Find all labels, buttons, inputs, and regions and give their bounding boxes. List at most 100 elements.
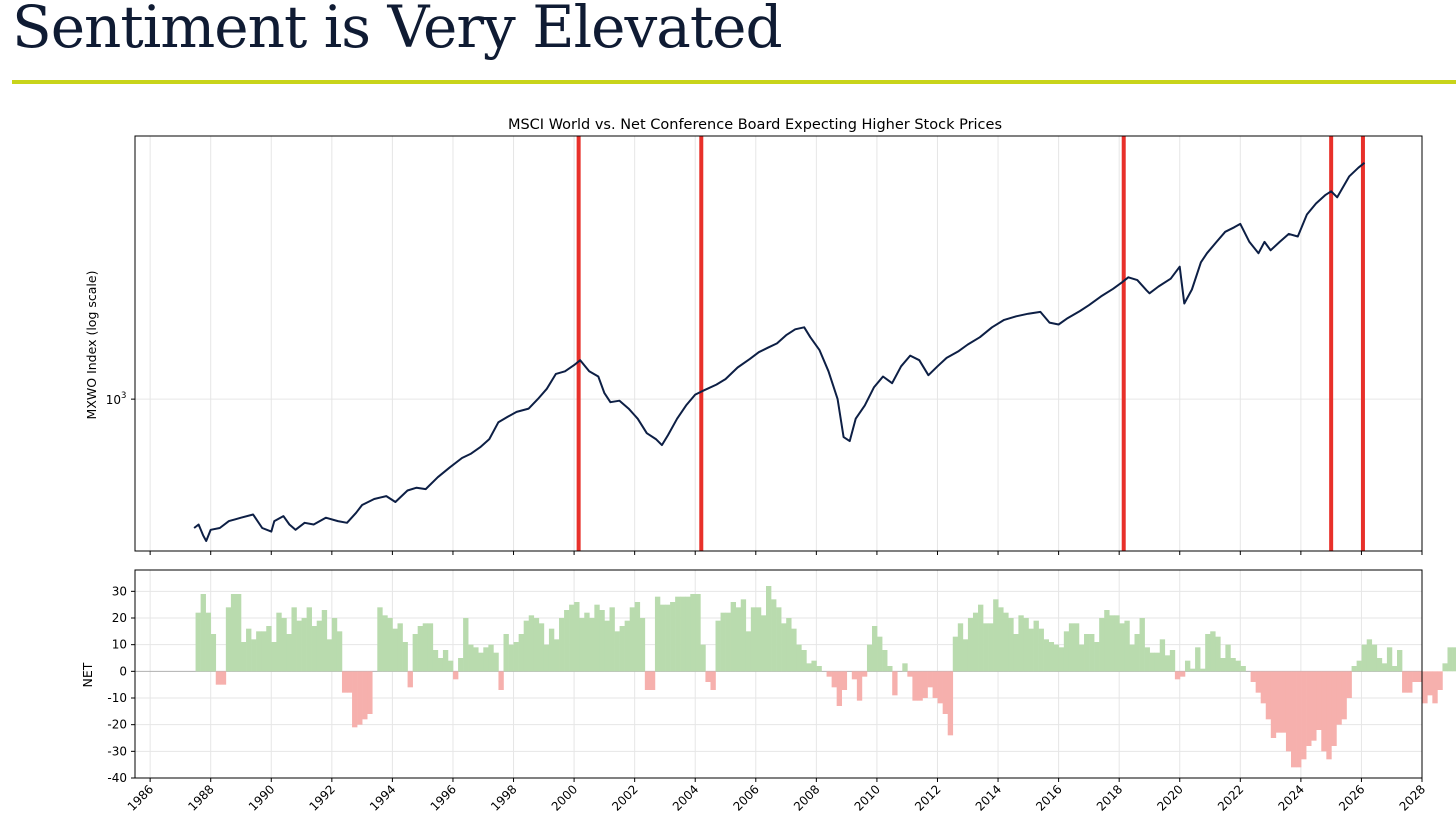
net-bar [367, 671, 373, 714]
net-bar [1210, 631, 1216, 672]
net-bar [1038, 628, 1044, 672]
net-bar [1422, 671, 1428, 704]
net-bar [230, 594, 237, 672]
net-bar [715, 620, 721, 672]
net-bar [473, 647, 479, 672]
net-bar [1265, 671, 1272, 720]
net-bar [1260, 671, 1267, 704]
top-y-tick-exponent: 3 [121, 391, 126, 401]
net-bar [220, 671, 227, 685]
net-bar [1058, 647, 1065, 672]
net-bar [1326, 671, 1332, 760]
net-bar [877, 636, 883, 672]
net-bar [225, 607, 232, 672]
net-bar [266, 626, 272, 672]
signal-markers [576, 136, 1365, 551]
net-bar [892, 671, 898, 696]
net-bar [271, 642, 277, 672]
net-bar [1442, 663, 1448, 672]
net-bar [341, 671, 348, 693]
net-bar [1220, 658, 1226, 672]
net-bar [1018, 615, 1024, 672]
net-bar [922, 671, 928, 698]
signal-marker-line [1360, 136, 1365, 551]
net-bar [680, 596, 686, 672]
net-bar [584, 612, 590, 672]
net-bar [559, 618, 565, 672]
net-bar [1230, 658, 1236, 672]
bottom-y-tick-label: 20 [112, 611, 127, 625]
net-bar [357, 671, 363, 725]
net-bar [1139, 618, 1145, 672]
net-bar [1331, 671, 1337, 746]
net-bar [801, 650, 807, 672]
x-tick-label: 2008 [791, 782, 822, 813]
net-bar [816, 666, 822, 672]
net-bar [1159, 639, 1166, 672]
bottom-y-tick-label: -20 [107, 718, 127, 732]
mxwo-line-layer [193, 162, 1366, 542]
net-bar [952, 636, 959, 672]
net-bar [1296, 671, 1302, 768]
net-bar [685, 596, 691, 672]
net-bar [311, 626, 318, 672]
net-bar [826, 671, 832, 677]
net-bar [912, 671, 918, 701]
net-bar [1063, 631, 1070, 672]
net-bar [750, 607, 757, 672]
net-bar [624, 620, 630, 672]
net-bar [1028, 628, 1034, 672]
x-tick-label: 1998 [488, 782, 519, 813]
top-chart-frame [134, 135, 1423, 552]
x-tick-label: 2024 [1275, 782, 1306, 813]
net-bar [599, 610, 605, 672]
net-bar [1366, 639, 1373, 672]
net-bar [644, 671, 651, 690]
net-bar [710, 671, 716, 690]
net-bar [256, 631, 262, 672]
net-bar [836, 671, 843, 706]
net-bar [993, 599, 999, 672]
net-bar [453, 671, 459, 680]
net-bar [336, 631, 343, 672]
net-bar [1205, 634, 1211, 672]
x-tick-label: 1996 [428, 782, 459, 813]
net-bar [508, 644, 514, 672]
net-bar [321, 610, 328, 672]
net-bar [665, 604, 671, 672]
net-bar [755, 607, 762, 672]
net-bar [1235, 660, 1241, 672]
net-bar [776, 607, 782, 672]
net-bar [675, 596, 681, 672]
net-bar [634, 602, 641, 672]
net-bar [210, 634, 217, 672]
net-bar [417, 626, 424, 672]
net-bar [564, 610, 570, 672]
bottom-y-tick-label: 10 [112, 638, 127, 652]
net-bar [1078, 644, 1085, 672]
x-tick-label: 2020 [1154, 782, 1185, 813]
net-bar [407, 671, 413, 688]
net-bar [760, 615, 767, 672]
net-bar [1452, 647, 1456, 672]
net-bar [1371, 644, 1378, 672]
net-bar [1321, 671, 1327, 752]
net-bar [649, 671, 656, 690]
net-bar [1129, 644, 1135, 672]
x-tick-label: 1992 [306, 782, 337, 813]
net-bar [1386, 647, 1393, 672]
net-bar [872, 626, 878, 672]
net-bar [1134, 634, 1140, 672]
net-bar [796, 644, 802, 672]
net-bar [932, 671, 938, 698]
net-bar [1043, 639, 1049, 672]
net-bar [240, 642, 247, 672]
net-bar [483, 647, 489, 672]
net-bar [1397, 650, 1403, 672]
net-bar [1306, 671, 1312, 746]
net-bar [937, 671, 943, 704]
net-bar [589, 618, 595, 672]
net-bar [447, 660, 454, 672]
net-bar [619, 626, 625, 672]
net-bar [513, 642, 519, 672]
